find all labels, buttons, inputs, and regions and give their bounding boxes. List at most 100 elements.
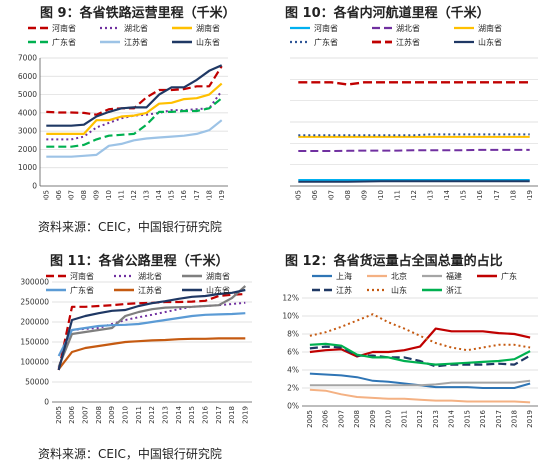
y-tick-label: 4% <box>287 366 299 375</box>
figure-10-chart: 2005 2006 2007 2008 2009 2010 2011 2012 2013 2014… <box>290 23 538 200</box>
legend-label: 山东省 <box>206 285 230 295</box>
legend-label: 湖南省 <box>196 23 220 33</box>
legend-label: 江苏 <box>336 285 352 295</box>
x-tick-label: 2017 <box>215 406 223 424</box>
x-tick-label: 2014 <box>175 405 183 423</box>
y-tick-label: 6000 <box>18 72 37 81</box>
series-line-5 <box>298 81 530 86</box>
source-note-top: 资料来源：CEIC，中国银行研究院 <box>38 220 222 234</box>
y-tick-label: 12% <box>282 294 299 303</box>
legend-label: 湖北省 <box>124 23 148 33</box>
legend-label: 江苏省 <box>124 37 148 47</box>
series-line-4 <box>46 97 223 148</box>
series-line-6 <box>46 64 223 127</box>
series-line-7 <box>309 342 531 366</box>
x-tick-label: 2010 <box>385 410 393 428</box>
series-line-3 <box>57 285 247 368</box>
x-tick-label: 2014 <box>155 189 163 200</box>
x-tick-label: 2005 <box>306 410 314 428</box>
y-tick-label: 2000 <box>18 145 37 154</box>
y-tick-label: 5000 <box>18 90 37 99</box>
series-line-3 <box>46 82 223 136</box>
x-tick-label: 2009 <box>93 190 101 200</box>
figure-10-title: 图 10：各省内河航道里程（千米） <box>285 6 490 21</box>
x-tick-label: 2009 <box>369 410 377 428</box>
legend-label: 湖北省 <box>138 271 162 281</box>
x-tick-label: 2017 <box>495 410 503 428</box>
x-tick-label: 2016 <box>201 405 209 423</box>
x-tick-label: 2008 <box>95 406 103 424</box>
figure-12-title: 图 12：各省货运量占全国总量的占比 <box>285 254 503 269</box>
y-tick-label: 6% <box>287 348 299 357</box>
legend-label: 浙江 <box>446 285 462 295</box>
legend-label: 湖北省 <box>396 23 420 33</box>
x-tick-label: 2016 <box>479 409 487 427</box>
figure-11-chart: 0 50000 100000 150000 200000 250000 300000 2005… <box>20 271 252 424</box>
x-tick-label: 2017 <box>193 190 201 200</box>
x-tick-label: 2008 <box>344 190 352 200</box>
x-tick-label: 2006 <box>322 409 330 427</box>
x-tick-label: 2007 <box>337 410 345 428</box>
figure-12-chart: 0% 2% 4% 6% 8% 10% 12% 2005 2006 2007 2008 2009 2010… <box>282 271 538 428</box>
x-tick-label: 2018 <box>511 410 519 428</box>
legend-label: 福建 <box>446 271 462 281</box>
x-tick-label: 2012 <box>410 190 418 200</box>
x-tick-label: 2011 <box>394 190 402 200</box>
series-line-2 <box>298 148 530 152</box>
y-tick-label: 10% <box>282 312 299 321</box>
figure-9-chart: 0 1000 2000 3000 4000 5000 6000 7000 2005 2006 200… <box>18 23 228 200</box>
x-tick-label: 2011 <box>400 410 408 428</box>
legend-label: 河南省 <box>70 271 94 281</box>
legend-label: 上海 <box>336 271 352 281</box>
x-tick-label: 2012 <box>130 190 138 200</box>
y-tick-label: 0 <box>32 182 37 191</box>
legend-label: 江苏省 <box>138 285 162 295</box>
x-tick-label: 2018 <box>509 190 517 200</box>
x-tick-label: 2015 <box>463 410 471 428</box>
x-tick-label: 2009 <box>361 190 369 200</box>
y-tick-label: 0 <box>44 398 49 407</box>
x-tick-label: 2009 <box>108 406 116 424</box>
x-tick-label: 2008 <box>80 190 88 200</box>
series-line-2 <box>46 90 223 141</box>
y-tick-label: 50000 <box>25 378 49 387</box>
legend-label: 山东省 <box>196 37 220 47</box>
series-line-4 <box>57 312 246 357</box>
series-line-2 <box>309 388 531 404</box>
x-tick-label: 2007 <box>81 406 89 424</box>
y-tick-label: 4000 <box>18 108 37 117</box>
x-tick-label: 2006 <box>68 405 76 423</box>
y-tick-label: 3000 <box>18 127 37 136</box>
x-tick-label: 2019 <box>526 410 534 428</box>
x-tick-label: 2019 <box>526 190 534 200</box>
legend-label: 山东 <box>391 285 407 295</box>
x-tick-label: 2015 <box>188 406 196 424</box>
figure-9-title: 图 9：各省铁路运营里程（千米） <box>40 6 236 21</box>
x-tick-label: 2015 <box>168 190 176 200</box>
series-line-5 <box>57 337 246 370</box>
y-tick-label: 2% <box>287 384 299 393</box>
x-tick-label: 2013 <box>427 190 435 200</box>
series-line-2 <box>57 301 246 369</box>
legend-label: 北京 <box>391 271 407 281</box>
x-tick-label: 2007 <box>67 190 75 200</box>
x-tick-label: 2013 <box>161 406 169 424</box>
y-tick-label: 7000 <box>18 54 37 63</box>
x-tick-label: 2018 <box>228 406 236 424</box>
legend-label: 山东省 <box>478 37 502 47</box>
y-tick-label: 0% <box>287 402 299 411</box>
y-tick-label: 150000 <box>20 338 49 347</box>
x-tick-label: 2005 <box>42 190 50 200</box>
source-note-bottom: 资料来源：CEIC，中国银行研究院 <box>38 447 222 461</box>
x-tick-label: 2005 <box>55 406 63 424</box>
legend-label: 广东 <box>501 271 517 281</box>
y-tick-label: 1000 <box>18 163 37 172</box>
x-tick-label: 2014 <box>443 189 451 200</box>
legend-label: 湖南省 <box>206 271 230 281</box>
legend-label: 河南省 <box>314 23 338 33</box>
y-tick-label: 100000 <box>20 358 49 367</box>
y-tick-label: 200000 <box>20 318 49 327</box>
x-tick-label: 2016 <box>180 189 188 200</box>
legend-label: 广东省 <box>70 285 94 295</box>
x-tick-label: 2011 <box>118 190 126 200</box>
